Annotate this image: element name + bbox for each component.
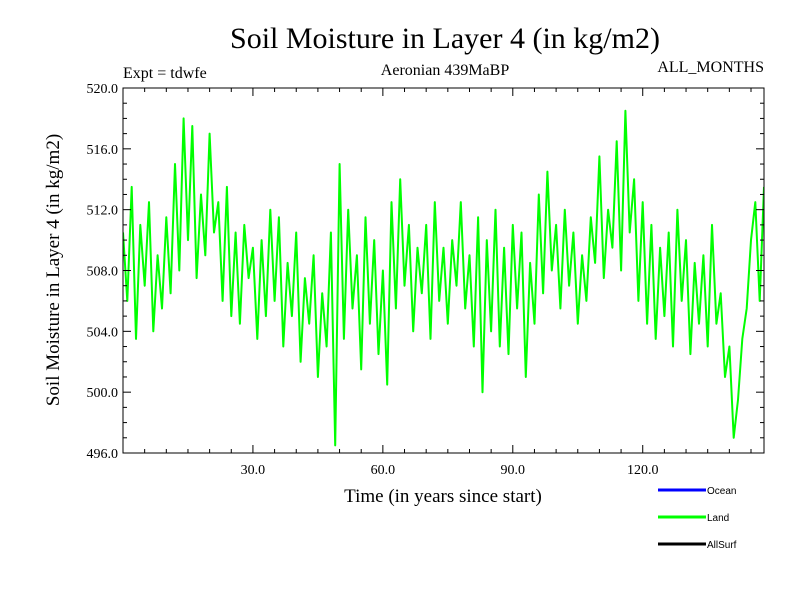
- y-tick-label: 500.0: [87, 386, 119, 401]
- legend-label-land: Land: [707, 513, 729, 524]
- chart-title: Soil Moisture in Layer 4 (in kg/m2): [230, 22, 660, 55]
- y-tick-label: 508.0: [87, 265, 119, 280]
- y-tick-label: 520.0: [87, 82, 119, 97]
- y-tick-label: 496.0: [87, 447, 119, 462]
- series-line-land: [123, 109, 764, 447]
- y-tick-label: 504.0: [87, 325, 119, 340]
- experiment-label: Expt = tdwfe: [123, 65, 207, 82]
- x-tick-label: 60.0: [371, 463, 396, 478]
- y-tick-label: 512.0: [87, 204, 119, 219]
- legend-label-ocean: Ocean: [707, 486, 736, 497]
- y-axis-label: Soil Moisture in Layer 4 (in kg/m2): [43, 134, 64, 406]
- subtitle-label: Aeronian 439MaBP: [381, 62, 510, 79]
- y-tick-label: 516.0: [87, 143, 119, 158]
- plot-frame: [122, 87, 765, 454]
- period-label: ALL_MONTHS: [657, 59, 764, 76]
- x-tick-label: 120.0: [627, 463, 659, 478]
- x-tick-label: 90.0: [501, 463, 526, 478]
- x-axis-label: Time (in years since start): [344, 486, 542, 507]
- legend-label-allsurf: AllSurf: [707, 540, 737, 551]
- x-tick-label: 30.0: [241, 463, 266, 478]
